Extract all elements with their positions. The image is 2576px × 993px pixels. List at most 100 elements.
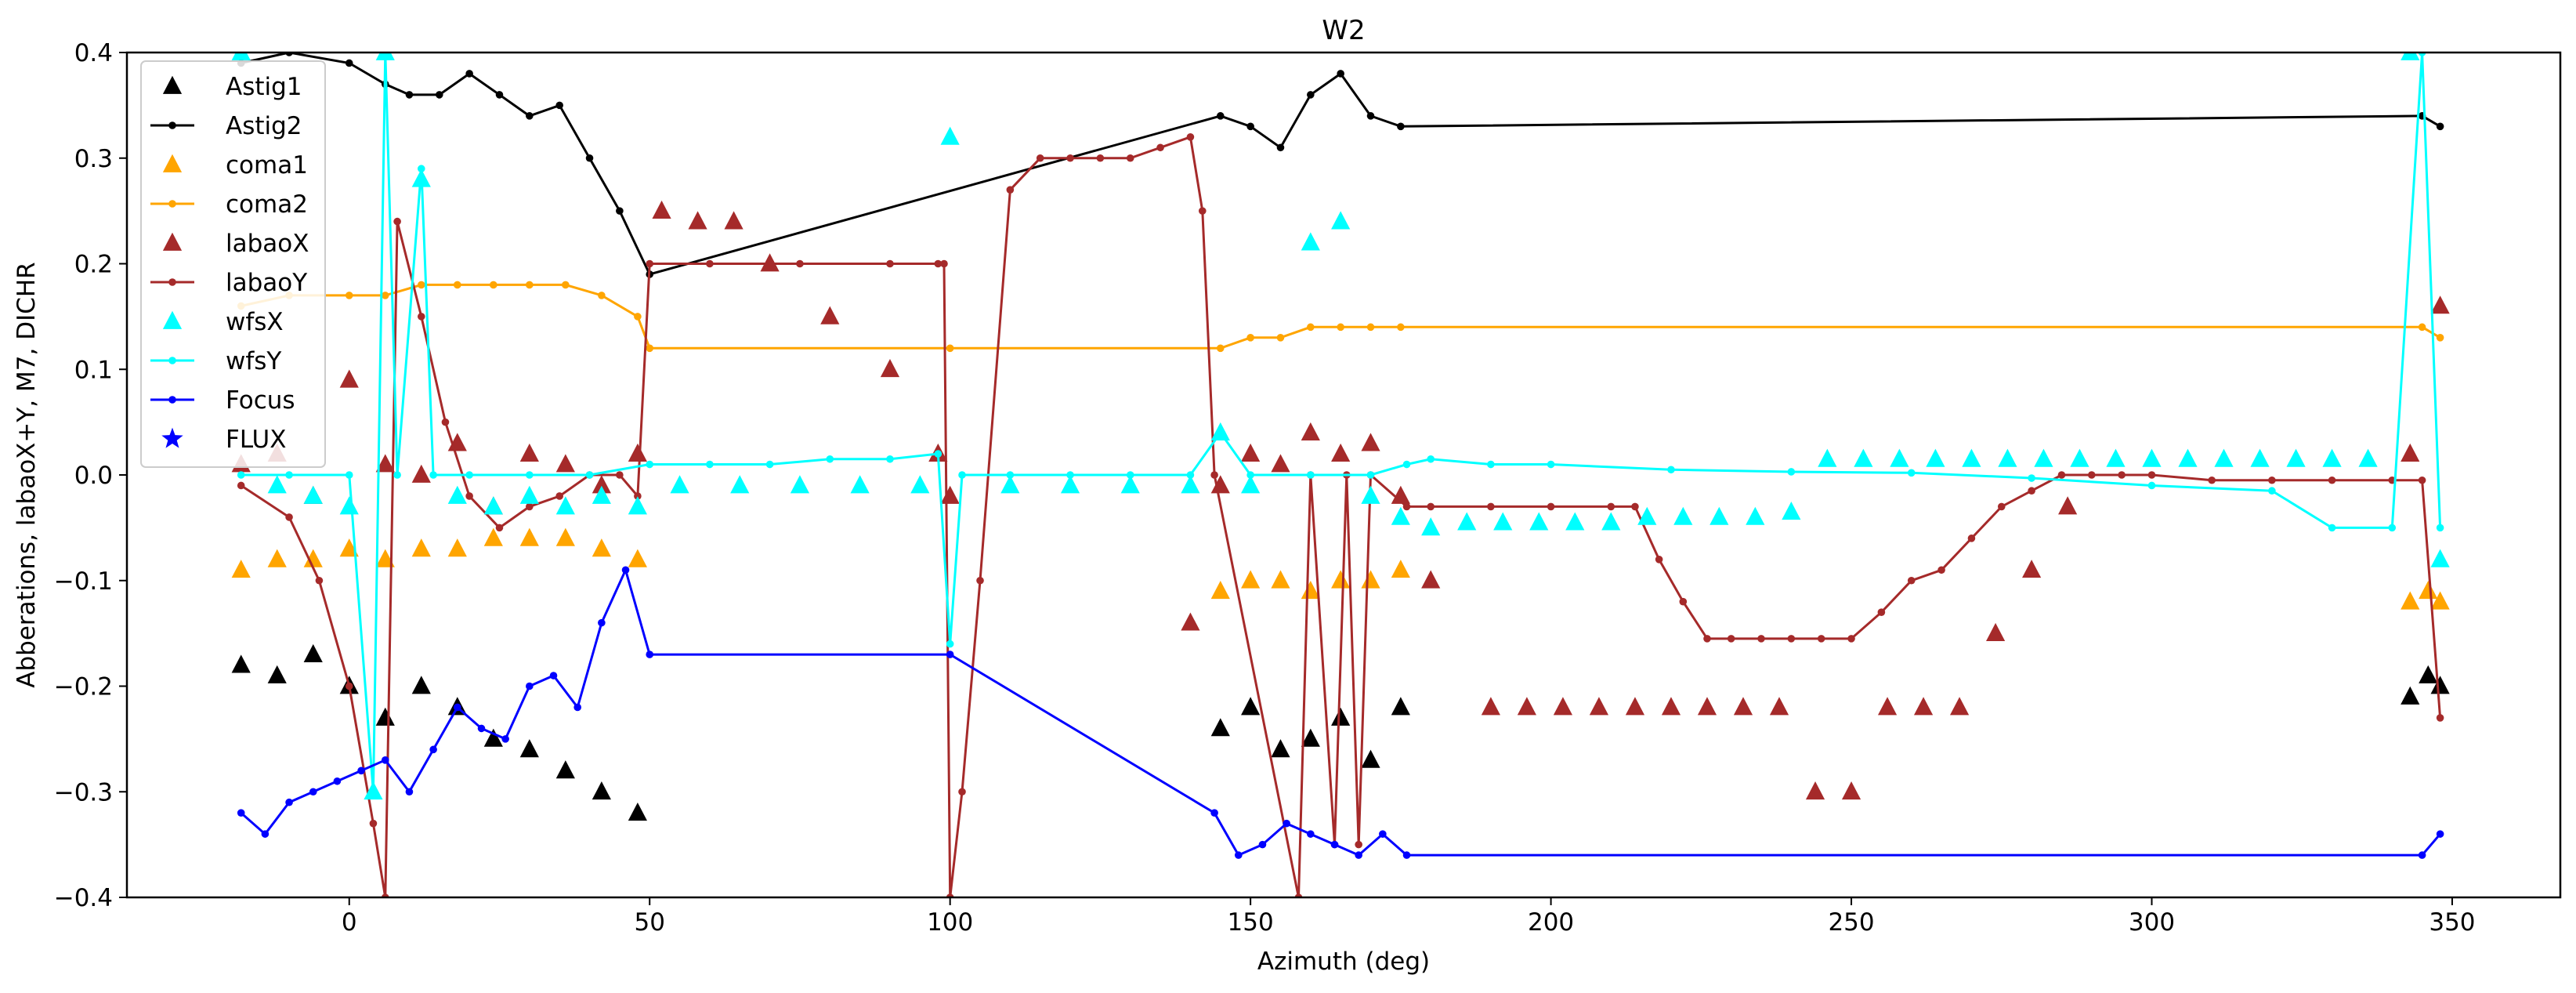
data-point [1733,697,1753,716]
data-point [1487,460,1495,469]
data-point [1036,154,1044,162]
data-point [1307,471,1315,479]
data-point [2118,471,2126,479]
data-point [483,728,503,747]
x-tick-label: 0 [342,908,357,937]
data-point [850,475,870,494]
data-point [2436,122,2444,131]
data-point [646,460,654,469]
legend-label: labaoX [226,230,309,258]
data-point [1198,207,1207,215]
legend-item: coma1 [162,151,308,179]
legend-item: coma2 [150,190,308,219]
data-point [1331,443,1351,462]
data-point [946,651,954,658]
data-point [1241,443,1261,462]
data-point [1331,211,1351,230]
data-point [2401,686,2420,705]
data-point [646,259,654,268]
legend-marker [168,200,176,208]
data-point [1913,697,1934,716]
data-point [339,369,359,388]
legend: Astig1 Astig2 coma1 coma2 labaoX labaoY wfsX wf… [140,60,326,468]
data-point [465,471,473,479]
data-point [2430,676,2450,694]
data-point [381,756,389,764]
data-point [411,676,431,694]
data-point [1006,186,1015,194]
data-point [345,682,353,690]
data-point [1361,749,1380,768]
x-tick-label: 250 [1828,908,1874,937]
data-point [1877,697,1898,716]
data-point [357,766,365,775]
data-point [555,454,575,473]
data-point [465,70,473,78]
data-point [1427,502,1435,511]
y-tick-label: 0.3 [74,145,113,173]
data-point [1481,697,1500,716]
data-point [2328,524,2336,532]
data-point [1126,471,1134,479]
data-point [2268,487,2276,495]
data-point [1307,91,1315,99]
data-point [555,527,575,546]
data-point [646,651,654,658]
series-layer [231,53,2450,897]
legend-label: wfsY [226,347,281,375]
data-point [1817,635,1825,643]
data-point [621,566,630,574]
data-point [616,471,624,479]
data-point [339,496,359,515]
data-point [1907,576,1916,585]
data-point [1060,475,1080,494]
data-point [501,735,509,743]
data-point [519,739,539,758]
data-point [2436,714,2444,722]
data-point [519,527,539,546]
data-point [261,830,270,838]
data-point [598,292,606,299]
data-point [2430,549,2450,567]
data-point [1661,697,1681,716]
data-point [2070,448,2089,467]
data-point [2436,830,2444,838]
data-point [1307,323,1315,332]
data-point [1361,570,1380,589]
data-point [1156,143,1164,152]
legend-label: coma1 [226,151,308,179]
legend-item: FLUX [161,426,287,454]
data-point [1246,122,1254,131]
data-point [375,549,395,567]
data-point [1847,635,1855,643]
data-point [796,259,804,268]
data-point [231,560,251,578]
y-tick-label: −0.2 [54,673,113,701]
data-point [1210,475,1230,494]
data-point [1673,506,1693,525]
data-point [1517,697,1537,716]
series-coma1 [231,527,2450,610]
series-coma2 [237,281,2444,353]
data-point [303,643,323,662]
data-point [1926,448,1945,467]
data-point [447,485,467,504]
legend-item: labaoY [150,269,307,297]
data-point [447,538,467,557]
data-point [369,788,378,796]
data-point [585,471,594,479]
data-point [1997,502,2006,511]
y-tick-label: −0.4 [54,884,113,912]
data-point [2250,448,2270,467]
data-point [910,475,930,494]
data-point [441,418,450,426]
y-tick-label: −0.3 [54,778,113,806]
data-point [1361,433,1380,451]
series-line [241,283,2441,350]
data-point [1457,512,1477,531]
data-point [886,455,894,463]
y-tick-label: 0.1 [74,356,113,384]
data-point [1216,429,1225,437]
data-point [765,460,774,469]
data-point [1186,133,1195,141]
